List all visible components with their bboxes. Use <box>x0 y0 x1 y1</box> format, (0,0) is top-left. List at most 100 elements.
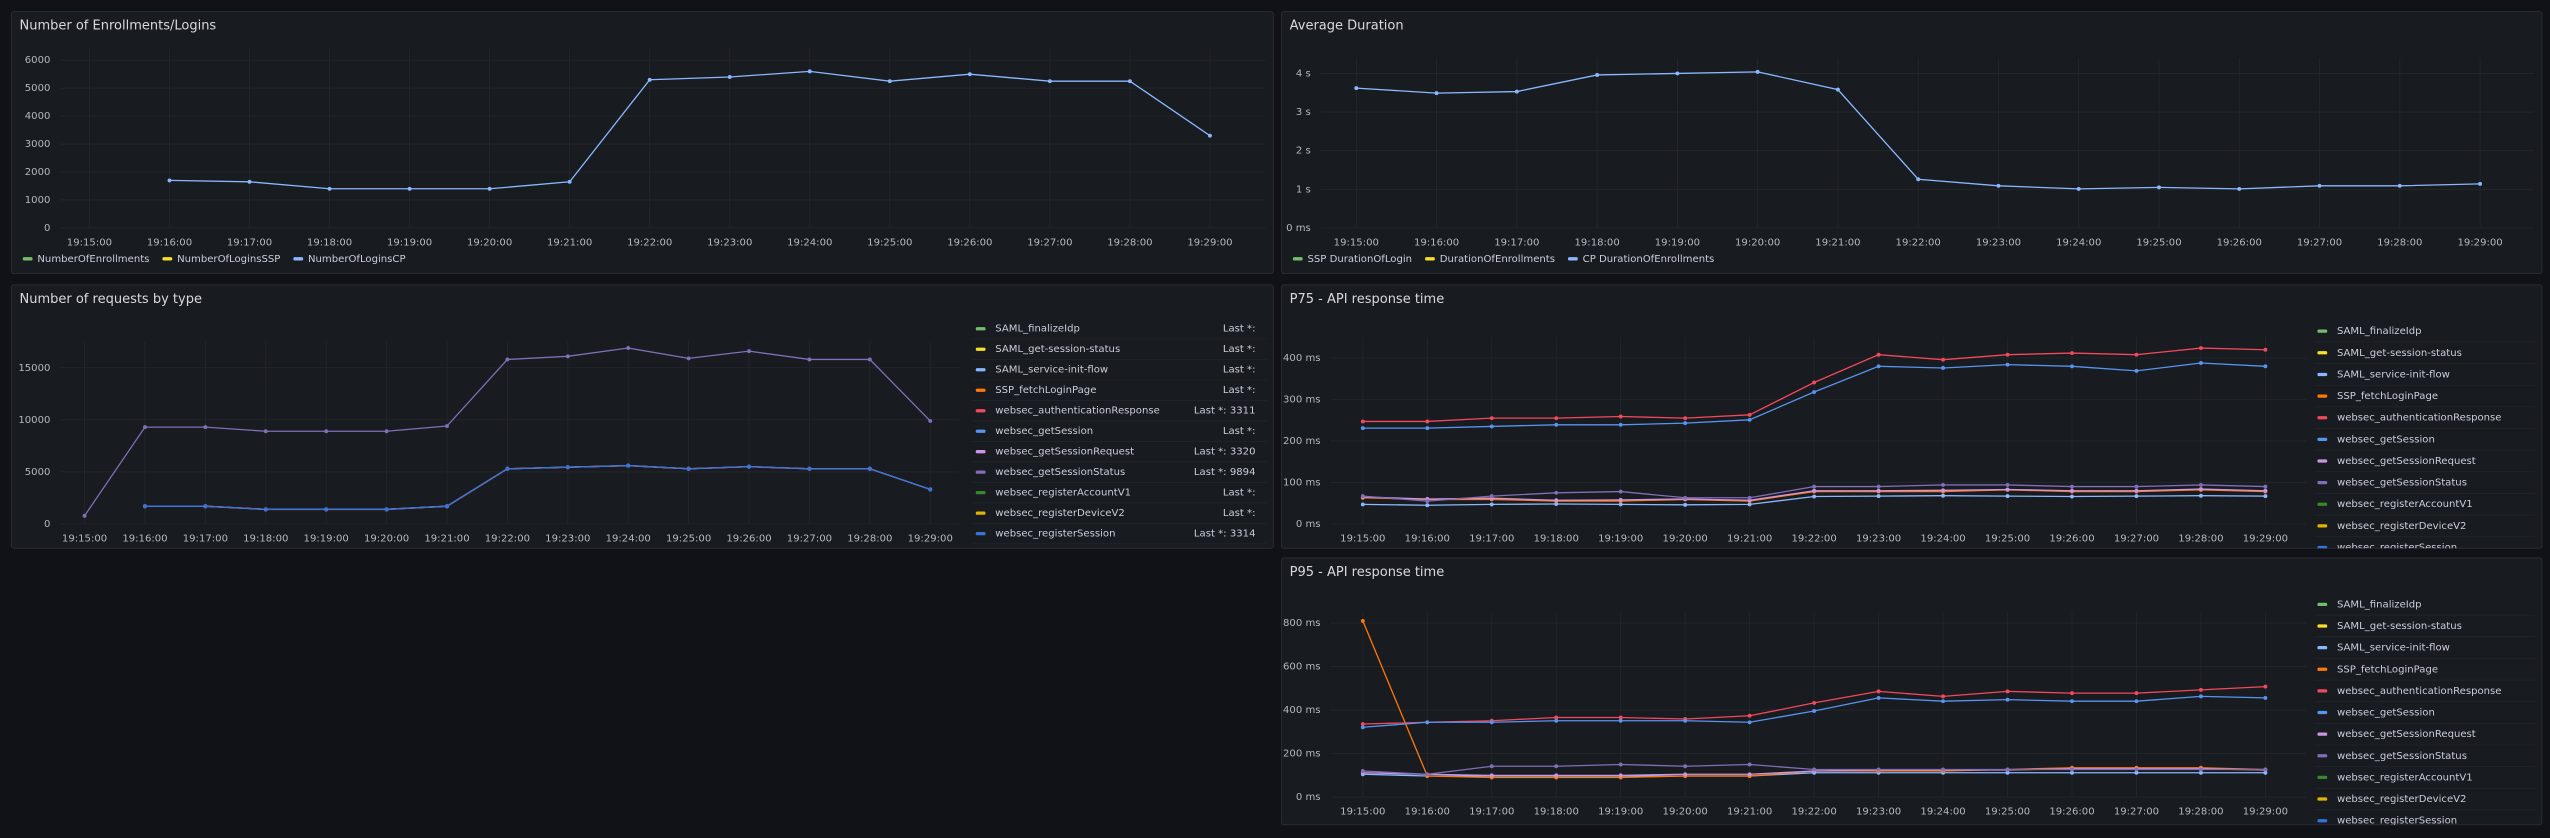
data-point <box>1755 69 1760 74</box>
y-tick-label: 1000 <box>25 195 51 206</box>
y-tick-label: 600 ms <box>1283 662 1321 673</box>
legend-label: NumberOfEnrollments <box>37 254 149 265</box>
x-tick-label: 19:28:00 <box>1107 238 1152 249</box>
data-point <box>1683 772 1688 777</box>
legend-swatch <box>975 470 986 474</box>
data-point <box>1554 502 1559 506</box>
x-tick-label: 19:16:00 <box>1414 238 1459 249</box>
legend-swatch <box>22 257 33 261</box>
y-tick-label: 2 s <box>1296 146 1311 157</box>
data-point <box>1554 718 1559 723</box>
data-point <box>2134 767 2139 772</box>
x-tick-label: 19:25:00 <box>1985 807 2030 818</box>
x-tick-label: 19:18:00 <box>1534 534 1579 545</box>
data-point <box>1747 502 1752 507</box>
legend-label: websec_registerDeviceV2 <box>2337 794 2467 805</box>
data-point <box>1835 87 1840 92</box>
legend-swatch <box>975 532 986 536</box>
data-point <box>2263 684 2268 689</box>
data-point <box>1425 503 1430 508</box>
legend-label: SAML_get-session-status <box>2337 621 2462 632</box>
y-tick-label: 4000 <box>25 111 51 122</box>
x-tick-label: 19:28:00 <box>2178 807 2223 818</box>
data-point <box>2317 183 2322 188</box>
legend-swatch <box>1568 257 1578 261</box>
data-point <box>1360 618 1365 623</box>
data-point <box>1747 772 1752 777</box>
x-tick-label: 19:19:00 <box>304 534 349 545</box>
data-point <box>143 425 147 430</box>
data-point <box>407 186 412 191</box>
data-point <box>1812 488 1817 493</box>
data-point <box>2134 699 2139 704</box>
data-point <box>1554 422 1559 427</box>
data-point <box>887 79 892 84</box>
data-point <box>1941 699 1946 704</box>
x-tick-label: 19:22:00 <box>1791 807 1836 818</box>
x-tick-label: 19:24:00 <box>2056 238 2101 249</box>
y-tick-label: 3 s <box>1296 107 1311 118</box>
y-tick-label: 0 ms <box>1296 792 1321 803</box>
data-point <box>2263 494 2268 499</box>
y-tick-label: 4 s <box>1296 68 1311 79</box>
data-point <box>1360 722 1365 726</box>
data-point <box>626 346 631 350</box>
legend-swatch <box>975 409 986 413</box>
x-tick-label: 19:27:00 <box>2297 238 2342 249</box>
data-point <box>2263 488 2268 493</box>
data-point <box>2198 361 2203 365</box>
data-point <box>1425 499 1430 504</box>
data-point <box>1747 412 1752 417</box>
legend-label: websec_getSession <box>2337 708 2435 719</box>
x-tick-label: 19:26:00 <box>2049 534 2094 545</box>
data-point <box>2478 181 2483 186</box>
y-tick-label: 200 ms <box>1283 749 1321 760</box>
x-tick-label: 19:21:00 <box>1727 807 1772 818</box>
legend-swatch <box>2317 394 2328 398</box>
legend-swatch <box>975 429 986 433</box>
data-point <box>1360 502 1365 507</box>
legend-label: DurationOfEnrollments <box>1440 254 1555 265</box>
legend-label: SAML_finalizeIdp <box>995 324 1080 335</box>
data-point <box>2263 347 2268 352</box>
x-tick-label: 19:17:00 <box>1494 238 1539 249</box>
data-point <box>1554 764 1559 769</box>
data-point <box>1941 366 1946 370</box>
data-point <box>1941 493 1946 498</box>
panel-title: Number of Enrollments/Logins <box>20 19 217 34</box>
data-point <box>2134 770 2139 775</box>
x-tick-label: 19:16:00 <box>1405 807 1450 818</box>
panel <box>10 11 1274 274</box>
legend-swatch <box>975 388 986 392</box>
y-tick-label: 15000 <box>18 363 50 374</box>
x-tick-label: 19:19:00 <box>1655 238 1700 249</box>
data-point <box>1747 495 1752 500</box>
x-tick-label: 19:27:00 <box>2114 534 2159 545</box>
panel-content: P75 - API response time 19:15:00 19:16:00 1… <box>1283 292 2536 549</box>
legend-last-value: 9894 <box>1230 467 1256 478</box>
data-point <box>2070 494 2074 499</box>
legend-stat-label: Last *: <box>1223 508 1256 519</box>
data-point <box>324 429 329 434</box>
y-tick-label: 5000 <box>25 467 51 478</box>
data-point <box>1812 380 1817 385</box>
panel <box>1281 557 2543 826</box>
data-point <box>567 179 572 184</box>
legend-last-value: 3311 <box>1230 406 1256 417</box>
legend-label: websec_registerSession <box>2337 816 2457 827</box>
data-point <box>1876 484 1881 489</box>
x-tick-label: 19:19:00 <box>1598 807 1643 818</box>
x-tick-label: 19:27:00 <box>1027 238 1072 249</box>
panel <box>1281 11 2543 274</box>
data-point <box>1683 421 1688 426</box>
legend-label: SSP DurationOfLogin <box>1308 254 1413 265</box>
data-point <box>867 357 872 362</box>
x-tick-label: 19:17:00 <box>1469 534 1514 545</box>
x-tick-label: 19:24:00 <box>1920 534 1965 545</box>
legend-swatch <box>2317 710 2328 715</box>
data-point <box>1812 494 1817 499</box>
data-point <box>2397 183 2402 188</box>
legend-swatch <box>975 511 986 515</box>
data-point <box>1941 767 1946 772</box>
legend-swatch <box>2317 459 2328 463</box>
